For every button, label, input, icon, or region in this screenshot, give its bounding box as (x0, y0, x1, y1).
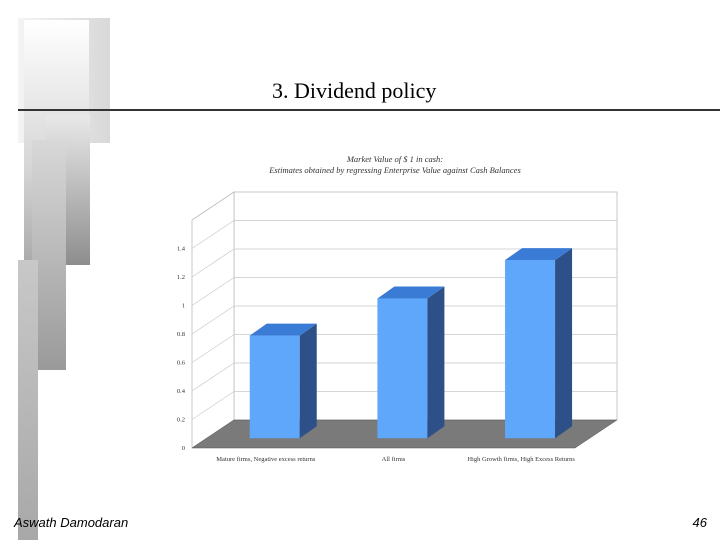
y-tick-label: 0.6 (177, 360, 186, 367)
grid-line (191, 334, 235, 363)
y-axis-ticks: 0 0.2 0.4 0.6 0.8 1 1.2 1.4 (177, 246, 186, 453)
y-tick-label: 1 (182, 303, 185, 310)
y-tick-label: 0.8 (177, 331, 185, 338)
slide-title: 3. Dividend policy (272, 78, 437, 103)
grid-line (191, 277, 235, 306)
y-tick-label: 1.2 (177, 274, 185, 281)
grid-line (191, 391, 235, 420)
bar-side (555, 248, 573, 439)
decorative-block (18, 260, 38, 540)
grid-line (191, 305, 235, 335)
bar-front (505, 260, 556, 439)
bar (505, 248, 573, 439)
page-number: 46 (692, 515, 707, 530)
chart-bars (249, 248, 573, 439)
bar-top (249, 323, 317, 336)
y-tick-label: 1.4 (177, 246, 186, 253)
bar (377, 286, 445, 439)
grid-line (191, 220, 235, 249)
grid-line (191, 248, 235, 278)
chart-title: Market Value of $ 1 in cash: (346, 154, 443, 164)
title-divider (18, 109, 720, 111)
y-tick-label: 0.4 (177, 388, 186, 395)
bar-side (427, 286, 445, 439)
chart-subtitle: Estimates obtained by regressing Enterpr… (268, 165, 521, 175)
x-category-label: High Growth firms, High Excess Returns (467, 456, 575, 463)
y-tick-label: 0.2 (177, 417, 185, 424)
x-category-label: All firms (382, 456, 406, 463)
bar-side (299, 323, 317, 439)
y-tick-label: 0 (182, 445, 185, 452)
bar-top (505, 248, 573, 261)
bar-front (377, 298, 428, 439)
x-category-label: Mature firms, Negative excess returns (216, 456, 316, 463)
bar-top (377, 286, 445, 299)
x-axis-labels: Mature firms, Negative excess returns All… (216, 456, 575, 463)
grid-line (191, 362, 235, 392)
footer-author: Aswath Damodaran (14, 515, 129, 530)
bar (249, 323, 317, 439)
bar-front (249, 335, 300, 439)
